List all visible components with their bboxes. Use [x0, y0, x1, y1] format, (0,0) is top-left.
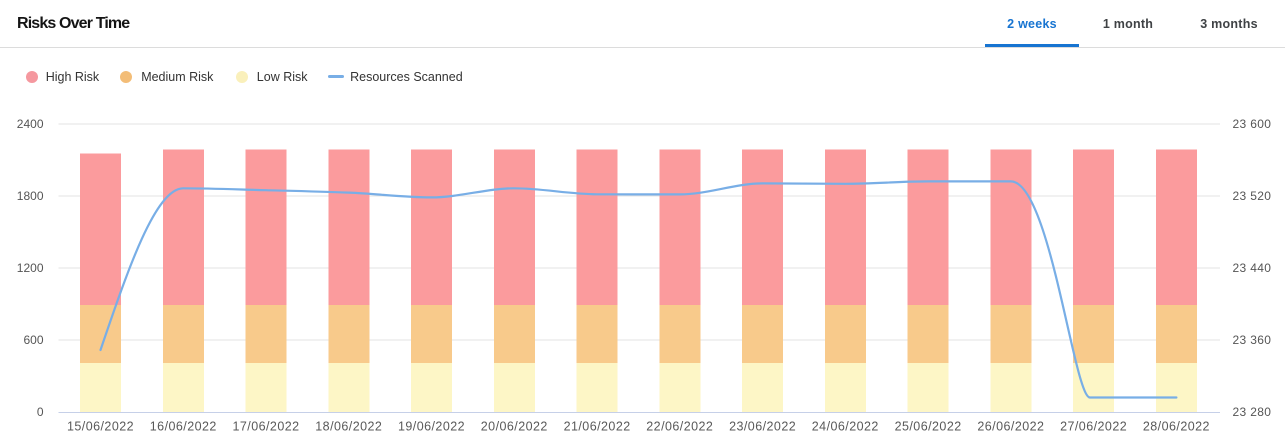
svg-text:23/06/2022: 23/06/2022: [729, 420, 796, 434]
svg-text:16/06/2022: 16/06/2022: [150, 420, 217, 434]
svg-text:1200: 1200: [17, 261, 44, 275]
svg-text:600: 600: [23, 333, 43, 347]
svg-text:17/06/2022: 17/06/2022: [232, 420, 299, 434]
svg-text:23 520: 23 520: [1233, 189, 1272, 203]
svg-text:19/06/2022: 19/06/2022: [398, 420, 465, 434]
svg-text:25/06/2022: 25/06/2022: [895, 420, 962, 434]
svg-text:2400: 2400: [17, 117, 44, 131]
svg-text:26/06/2022: 26/06/2022: [977, 420, 1044, 434]
svg-text:0: 0: [37, 405, 44, 419]
svg-text:22/06/2022: 22/06/2022: [646, 420, 713, 434]
svg-text:28/06/2022: 28/06/2022: [1143, 420, 1210, 434]
svg-text:21/06/2022: 21/06/2022: [564, 420, 631, 434]
svg-text:20/06/2022: 20/06/2022: [481, 420, 548, 434]
svg-text:27/06/2022: 27/06/2022: [1060, 420, 1127, 434]
svg-text:23 440: 23 440: [1233, 261, 1272, 275]
svg-text:24/06/2022: 24/06/2022: [812, 420, 879, 434]
svg-text:1800: 1800: [17, 189, 44, 203]
svg-text:23 360: 23 360: [1233, 333, 1272, 347]
svg-text:18/06/2022: 18/06/2022: [315, 420, 382, 434]
svg-text:15/06/2022: 15/06/2022: [67, 420, 134, 434]
svg-text:23 600: 23 600: [1233, 117, 1272, 131]
svg-text:23 280: 23 280: [1233, 405, 1272, 419]
